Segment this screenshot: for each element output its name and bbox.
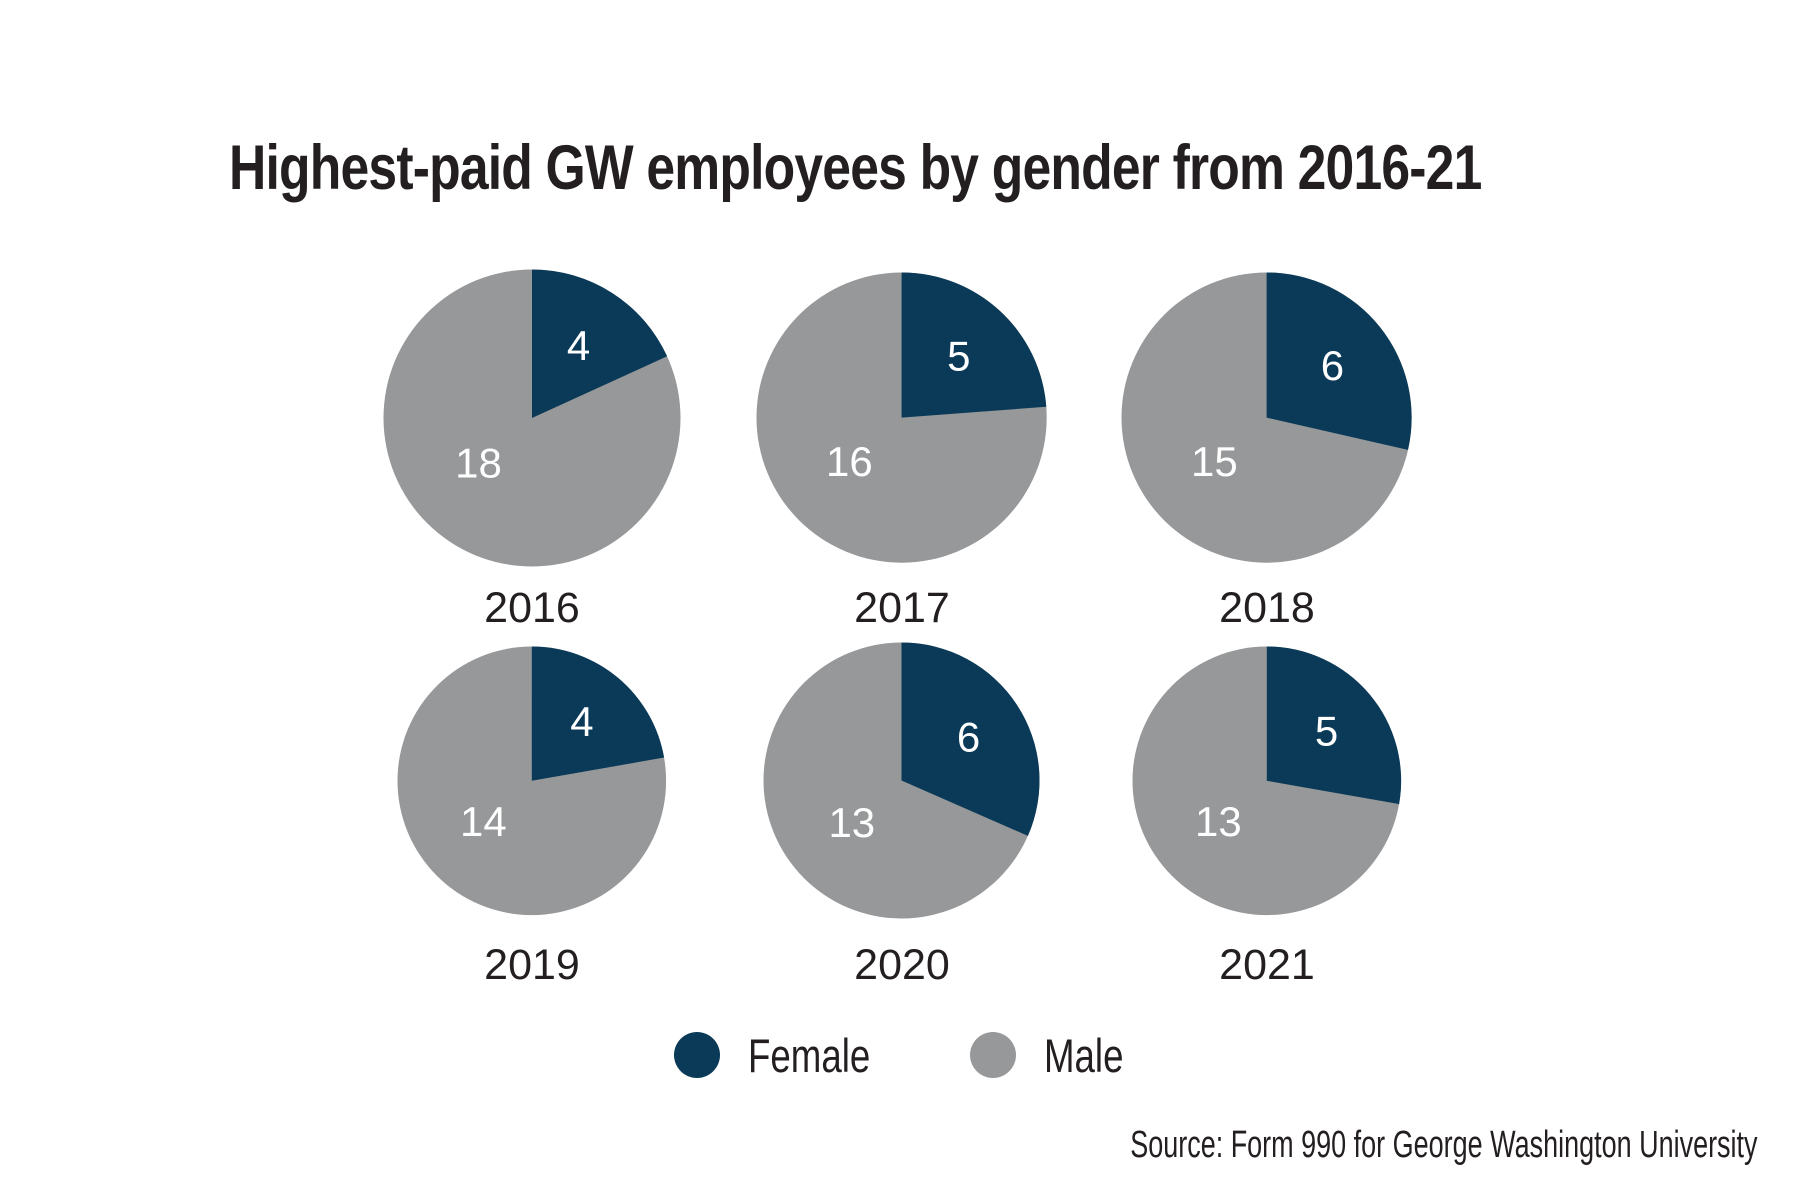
female-slice — [902, 272, 1047, 418]
male-count-label: 18 — [455, 440, 502, 487]
female-slice — [1266, 646, 1402, 805]
year-label-2020: 2020 — [854, 941, 950, 989]
male-count-label: 13 — [829, 799, 876, 846]
female-swatch-icon — [674, 1032, 720, 1078]
legend-label-female: Female — [748, 1028, 871, 1082]
male-count-label: 15 — [1191, 438, 1238, 485]
source-credit: Source: Form 990 for George Washington U… — [1130, 1124, 1758, 1166]
pie-chart-2019: 4 14 — [397, 646, 667, 916]
female-count-label: 4 — [567, 322, 590, 369]
pie-chart-2018: 6 15 — [1121, 272, 1413, 564]
female-slice — [532, 269, 668, 418]
year-label-2021: 2021 — [1219, 941, 1315, 989]
year-label-2018: 2018 — [1219, 584, 1315, 632]
pie-chart-2016: 4 18 — [383, 269, 681, 567]
male-count-label: 14 — [460, 798, 507, 845]
year-label-2017: 2017 — [854, 584, 950, 632]
female-slice — [531, 646, 665, 781]
pie-chart-2020: 6 13 — [763, 642, 1040, 919]
year-label-2019: 2019 — [484, 941, 580, 989]
pie-chart-2021: 5 13 — [1132, 646, 1402, 916]
pie-chart-2017: 5 16 — [756, 272, 1048, 564]
male-swatch-icon — [970, 1032, 1016, 1078]
female-count-label: 4 — [570, 698, 593, 745]
female-count-label: 5 — [948, 333, 971, 380]
year-label-2016: 2016 — [484, 584, 580, 632]
legend-item-male: Male — [970, 1029, 1146, 1082]
chart-title: Highest-paid GW employees by gender from… — [229, 133, 1482, 203]
legend-label-male: Male — [1044, 1028, 1124, 1082]
female-slice — [1267, 272, 1413, 451]
female-count-label: 6 — [957, 714, 980, 761]
male-count-label: 16 — [826, 438, 873, 485]
female-slice — [901, 642, 1040, 837]
female-count-label: 6 — [1321, 342, 1344, 389]
legend-item-female: Female — [674, 1029, 905, 1082]
male-count-label: 13 — [1195, 798, 1242, 845]
female-count-label: 5 — [1315, 708, 1338, 755]
